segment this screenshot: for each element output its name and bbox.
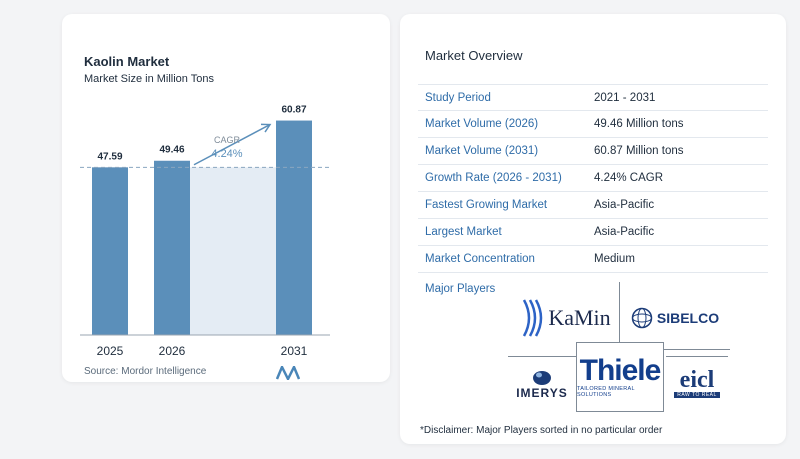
thiele-logo-tagline: TAILORED MINERAL SOLUTIONS (577, 386, 635, 398)
thiele-logo: Thiele TAILORED MINERAL SOLUTIONS (576, 342, 664, 412)
row-label: Market Volume (2031) (425, 145, 539, 157)
imerys-mark-icon (533, 370, 551, 385)
chart-subtitle: Market Size in Million Tons (84, 73, 215, 85)
table-row: Largest Market Asia-Pacific (418, 219, 768, 246)
table-row: Fastest Growing Market Asia-Pacific (418, 192, 768, 219)
row-value: Asia-Pacific (594, 226, 655, 238)
table-row: Market Volume (2031) 60.87 Million tons (418, 138, 768, 165)
major-players-label: Major Players (425, 283, 496, 295)
value-label-2026: 49.46 (159, 145, 184, 156)
bar-chart: 47.59 49.46 60.87 2025 2026 2031 CAGR 4.24% (80, 105, 330, 358)
row-value: Asia-Pacific (594, 199, 655, 211)
overview-title: Market Overview (425, 48, 523, 63)
bar-2026 (154, 160, 190, 335)
chart-title: Kaolin Market (84, 54, 170, 69)
cagr-arrow (193, 123, 271, 166)
mordor-logo-icon (276, 366, 300, 380)
imerys-logo-text: IMERYS (516, 385, 568, 400)
source-text: Source: Mordor Intelligence (84, 366, 207, 377)
growth-region (190, 167, 276, 335)
row-label: Growth Rate (2026 - 2031) (425, 172, 562, 184)
bar-2025 (92, 167, 128, 335)
thiele-logo-text: Thiele (579, 354, 662, 387)
table-row: Growth Rate (2026 - 2031) 4.24% CAGR (418, 165, 768, 192)
overview-panel: Market Overview Study Period 2021 - 2031… (400, 14, 786, 444)
table-row: Market Volume (2026) 49.46 Million tons (418, 111, 768, 138)
kamin-logo-text: KaMin (548, 305, 611, 330)
row-label: Fastest Growing Market (425, 199, 548, 211)
sibelco-logo-text: SIBELCO (656, 309, 720, 326)
category-label-2026: 2026 (159, 344, 186, 358)
sibelco-globe-icon (631, 307, 653, 328)
row-label: Study Period (425, 91, 491, 104)
row-value: Medium (594, 253, 635, 265)
kamin-mark-icon (523, 299, 543, 337)
category-label-2025: 2025 (97, 344, 124, 358)
eicl-logo-tagline: RAW TO REAL (674, 391, 720, 398)
table-row: Study Period 2021 - 2031 (418, 84, 768, 111)
cagr-arrow-head (260, 123, 272, 133)
value-label-2031: 60.87 (281, 105, 306, 116)
row-value: 2021 - 2031 (594, 91, 656, 104)
row-value: 49.46 Million tons (594, 118, 684, 130)
row-label: Largest Market (425, 226, 502, 238)
imerys-logo: IMERYS (508, 356, 576, 410)
cagr-value: 4.24% (211, 148, 242, 160)
row-label: Market Volume (2026) (425, 118, 539, 130)
eicl-logo-text: eicl (679, 366, 715, 393)
eicl-logo: eicl RAW TO REAL (666, 356, 728, 408)
value-label-2025: 47.59 (97, 151, 122, 162)
bar-2031 (276, 120, 312, 335)
row-value: 4.24% CAGR (594, 172, 664, 184)
row-value: 60.87 Million tons (594, 145, 684, 157)
table-row: Market Concentration Medium (418, 246, 768, 273)
row-label: Market Concentration (425, 253, 535, 265)
sibelco-logo: SIBELCO (620, 286, 730, 350)
overview-table: Study Period 2021 - 2031 Market Volume (… (418, 84, 768, 273)
cagr-label: CAGR (214, 135, 241, 145)
category-label-2031: 2031 (281, 344, 308, 358)
disclaimer-text: *Disclaimer: Major Players sorted in no … (420, 425, 663, 436)
chart-card: Kaolin Market Market Size in Million Ton… (62, 14, 390, 382)
